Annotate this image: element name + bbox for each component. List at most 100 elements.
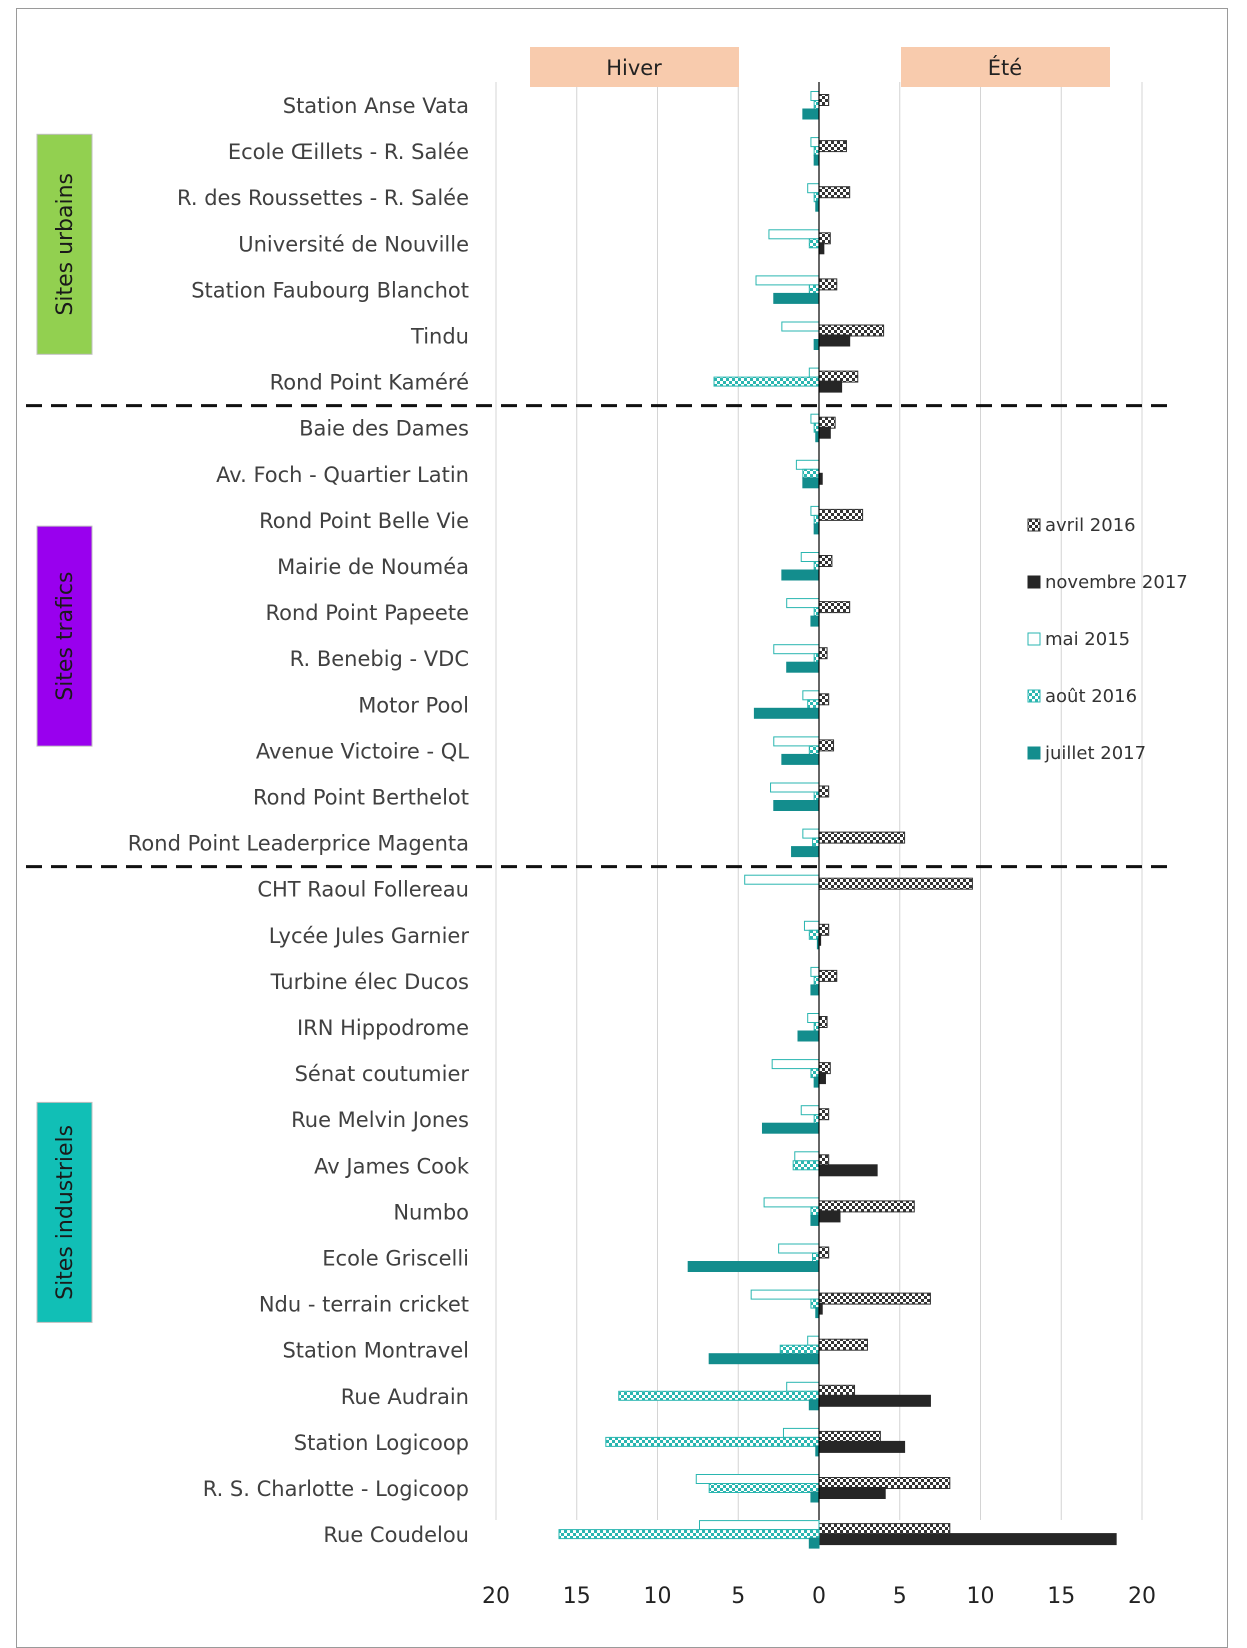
bar-mai-2015-turbine-elec-ducos [810, 966, 820, 977]
category-label-universite-de-nouville: Université de Nouville [238, 232, 469, 256]
bar-juillet-2017-mairie-de-noumea [781, 569, 820, 581]
legend-swatch-mai-2015 [1027, 632, 1041, 646]
bar-juillet-2017-station-anse-vata [802, 108, 820, 120]
bar-juillet-2017-r-s-charlotte-logicoop [810, 1491, 820, 1503]
bar-mai-2015-universite-de-nouville [768, 229, 820, 240]
bar-novembre-2017-senat-coutumier [818, 1072, 826, 1085]
category-labels: Station Anse Vata Ecole Œillets - R. Salé… [128, 94, 470, 1547]
category-label-lycee-jules-garnier: Lycée Jules Garnier [269, 924, 470, 948]
bar-aout-2016-station-montravel [779, 1344, 820, 1355]
legend-label-mai-2015: mai 2015 [1045, 629, 1130, 650]
bar-avril-2016-station-montravel [818, 1338, 868, 1351]
category-label-rue-audrain: Rue Audrain [341, 1385, 469, 1409]
bar-mai-2015-motor-pool [802, 690, 820, 701]
bar-mai-2015-senat-coutumier [771, 1059, 820, 1070]
legend-swatch-juillet-2017 [1027, 746, 1041, 760]
bar-avril-2016-r-des-roussettes-r-salee [818, 186, 851, 199]
group-box-sites-industriels [36, 1101, 93, 1323]
bars [558, 91, 1117, 1549]
category-label-av-james-cook: Av James Cook [314, 1154, 470, 1178]
bar-juillet-2017-station-faubourg-blanchot [773, 292, 820, 304]
category-label-rue-coudelou: Rue Coudelou [323, 1523, 469, 1547]
bar-mai-2015-rond-point-belle-vie [810, 505, 820, 516]
bar-avril-2016-rue-melvin-jones [818, 1108, 830, 1121]
bar-juillet-2017-irn-hippodrome [797, 1030, 820, 1042]
category-label-ecole-illets-r-salee: Ecole Œillets - R. Salée [228, 140, 469, 164]
bar-novembre-2017-rue-audrain [818, 1394, 931, 1407]
bar-juillet-2017-numbo [810, 1214, 820, 1226]
bar-aout-2016-numbo [810, 1206, 820, 1217]
group-label-sites-trafics: Sites trafics [53, 572, 78, 701]
bar-avril-2016-rond-point-kamere [818, 370, 859, 383]
bar-novembre-2017-baie-des-dames [818, 426, 831, 439]
gridlines [495, 82, 1143, 1520]
bar-avril-2016-ecole-griscelli [818, 1246, 830, 1259]
category-label-mairie-de-noumea: Mairie de Nouméa [277, 555, 469, 579]
bar-aout-2016-av-james-cook [792, 1160, 820, 1171]
category-label-numbo: Numbo [393, 1200, 469, 1224]
x-tick-label: 20 [1128, 1584, 1156, 1609]
legend-label-novembre-2017: novembre 2017 [1045, 572, 1188, 593]
bar-mai-2015-ecole-illets-r-salee [810, 137, 820, 148]
legend: avril 2016 novembre 2017 mai 2015 août 2016… [1027, 515, 1188, 764]
bar-aout-2016-rond-point-papeete [813, 607, 820, 618]
bar-juillet-2017-turbine-elec-ducos [810, 984, 820, 996]
bar-novembre-2017-universite-de-nouville [818, 242, 825, 255]
bar-aout-2016-r-des-roussettes-r-salee [813, 192, 820, 203]
bar-juillet-2017-ecole-griscelli [687, 1261, 820, 1272]
group-box-sites-urbains [36, 133, 93, 355]
bar-juillet-2017-rue-coudelou [808, 1537, 820, 1549]
x-tick-label: 10 [967, 1584, 995, 1609]
bar-avril-2016-motor-pool [818, 693, 830, 706]
bar-mai-2015-avenue-victoire-ql [773, 736, 820, 747]
bar-avril-2016-station-faubourg-blanchot [818, 278, 838, 291]
bar-mai-2015-r-benebig-vdc [773, 644, 820, 655]
category-label-rond-point-leaderprice-magenta: Rond Point Leaderprice Magenta [128, 832, 469, 856]
category-label-station-faubourg-blanchot: Station Faubourg Blanchot [191, 278, 469, 302]
category-label-station-anse-vata: Station Anse Vata [283, 94, 469, 118]
bar-avril-2016-avenue-victoire-ql [818, 739, 835, 752]
bar-juillet-2017-tindu [813, 339, 820, 350]
category-label-avenue-victoire-ql: Avenue Victoire - QL [256, 739, 469, 763]
category-label-turbine-elec-ducos: Turbine élec Ducos [270, 970, 469, 994]
bar-aout-2016-rond-point-berthelot [813, 791, 820, 802]
bar-aout-2016-station-faubourg-blanchot [808, 284, 820, 295]
bar-aout-2016-rue-audrain [618, 1390, 820, 1401]
category-label-rond-point-berthelot: Rond Point Berthelot [253, 786, 469, 810]
bar-aout-2016-rond-point-belle-vie [813, 514, 820, 525]
group-box-sites-trafics [36, 525, 93, 747]
bar-mai-2015-r-des-roussettes-r-salee [807, 183, 820, 194]
bar-mai-2015-station-logicoop [782, 1427, 820, 1438]
bar-juillet-2017-rond-point-berthelot [773, 800, 820, 811]
bar-mai-2015-station-montravel [807, 1335, 820, 1346]
hiver-header-label: Hiver [606, 56, 662, 80]
bar-aout-2016-r-s-charlotte-logicoop [708, 1483, 820, 1493]
bar-mai-2015-rond-point-papeete [786, 598, 820, 609]
bar-novembre-2017-r-s-charlotte-logicoop [818, 1487, 886, 1499]
bar-juillet-2017-senat-coutumier [813, 1076, 820, 1088]
bar-mai-2015-numbo [763, 1197, 820, 1208]
bar-juillet-2017-ecole-illets-r-salee [813, 154, 820, 166]
bar-novembre-2017-rue-coudelou [818, 1533, 1117, 1546]
bar-avril-2016-cht-raoul-follereau [818, 877, 973, 890]
bar-aout-2016-station-anse-vata [813, 100, 820, 110]
bar-avril-2016-r-benebig-vdc [818, 647, 828, 660]
bar-mai-2015-av-foch-quartier-latin [795, 459, 820, 470]
bar-aout-2016-r-benebig-vdc [813, 653, 820, 664]
bar-novembre-2017-station-logicoop [818, 1440, 906, 1453]
category-label-r-s-charlotte-logicoop: R. S. Charlotte - Logicoop [203, 1477, 469, 1501]
bar-mai-2015-tindu [781, 321, 820, 332]
bar-aout-2016-rue-coudelou [558, 1529, 820, 1540]
bar-juillet-2017-rue-audrain [808, 1399, 820, 1411]
bar-avril-2016-rond-point-belle-vie [818, 508, 864, 521]
category-label-senat-coutumier: Sénat coutumier [295, 1062, 470, 1086]
legend-swatch-avril-2016 [1027, 518, 1041, 532]
group-label-sites-industriels: Sites industriels [53, 1125, 78, 1300]
hiver-header-box [530, 47, 739, 87]
bar-mai-2015-cht-raoul-follereau [744, 874, 820, 885]
x-tick-label: 20 [482, 1584, 510, 1609]
bar-avril-2016-station-anse-vata [818, 94, 830, 106]
bar-mai-2015-station-anse-vata [810, 91, 820, 101]
bar-aout-2016-ecole-griscelli [812, 1252, 820, 1263]
